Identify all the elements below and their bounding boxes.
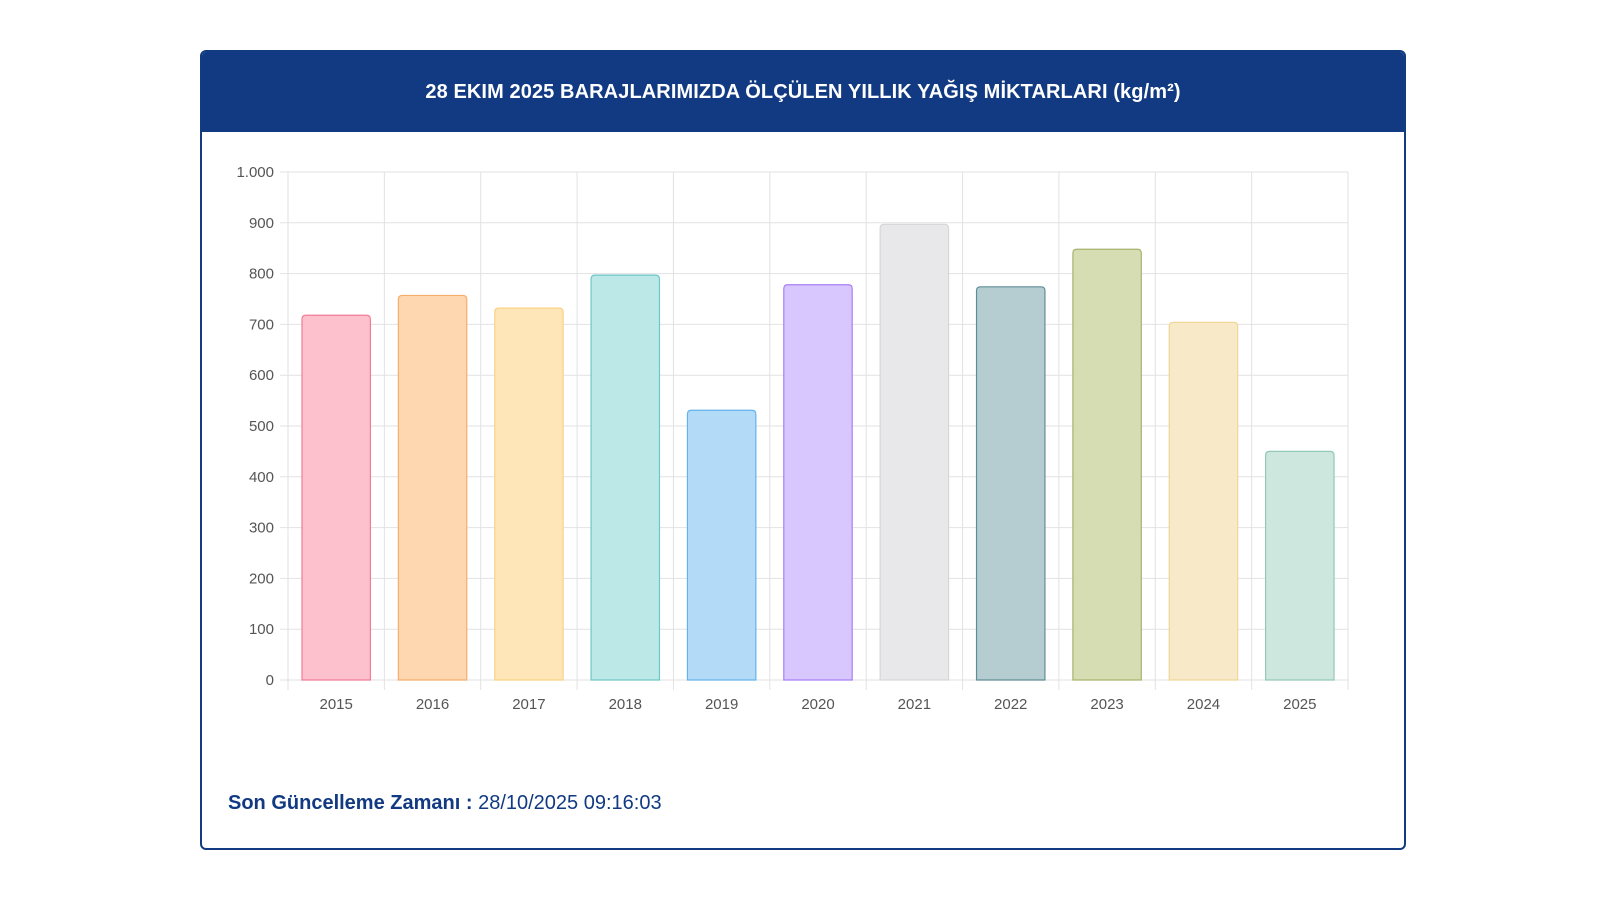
- bar-2021: [879, 223, 950, 681]
- y-tick-label: 200: [249, 570, 274, 587]
- x-tick-label: 2020: [801, 696, 834, 713]
- bar-2016: [397, 294, 468, 681]
- last-update: Son Güncelleme Zamanı : 28/10/2025 09:16…: [228, 792, 662, 815]
- x-tick-label: 2016: [416, 696, 449, 713]
- y-tick-label: 1.000: [236, 164, 274, 181]
- x-tick-label: 2024: [1187, 696, 1220, 713]
- y-tick-label: 600: [249, 367, 274, 384]
- chart-card: 28 EKIM 2025 BARAJLARIMIZDA ÖLÇÜLEN YILL…: [200, 50, 1406, 850]
- bar-2024: [1168, 321, 1239, 681]
- bar-2022: [975, 286, 1046, 681]
- bar-2025: [1265, 450, 1335, 681]
- y-tick-label: 0: [266, 672, 274, 689]
- y-tick-label: 800: [249, 266, 274, 283]
- x-tick-label: 2022: [994, 696, 1027, 713]
- y-tick-label: 300: [249, 520, 274, 537]
- bar-2020: [783, 284, 853, 681]
- chart-title: 28 EKIM 2025 BARAJLARIMIZDA ÖLÇÜLEN YILL…: [202, 52, 1404, 132]
- bar-2023: [1072, 248, 1142, 681]
- x-tick-label: 2021: [898, 696, 931, 713]
- last-update-label: Son Güncelleme Zamanı :: [228, 792, 473, 814]
- y-tick-label: 900: [249, 215, 274, 232]
- x-tick-label: 2018: [609, 696, 642, 713]
- bar-2018: [590, 274, 661, 681]
- x-tick-label: 2023: [1090, 696, 1123, 713]
- bar-chart: 0 100 200 300 400 500 600 700 800 900 1.000 2015 201…: [236, 164, 1349, 713]
- x-tick-label: 2015: [319, 696, 352, 713]
- bar-2015: [301, 314, 371, 681]
- x-tick-label: 2025: [1283, 696, 1316, 713]
- y-tick-label: 100: [249, 621, 274, 638]
- y-tick-label: 400: [249, 469, 274, 486]
- y-tick-label: 700: [249, 316, 274, 333]
- bar-2017: [494, 307, 564, 681]
- y-tick-label: 500: [249, 418, 274, 435]
- chart-area: 0 100 200 300 400 500 600 700 800 900 1.000 2015 201…: [202, 132, 1404, 752]
- x-tick-label: 2019: [705, 696, 738, 713]
- x-tick-label: 2017: [512, 696, 545, 713]
- last-update-value: 28/10/2025 09:16:03: [478, 792, 662, 814]
- bar-2019: [686, 409, 757, 681]
